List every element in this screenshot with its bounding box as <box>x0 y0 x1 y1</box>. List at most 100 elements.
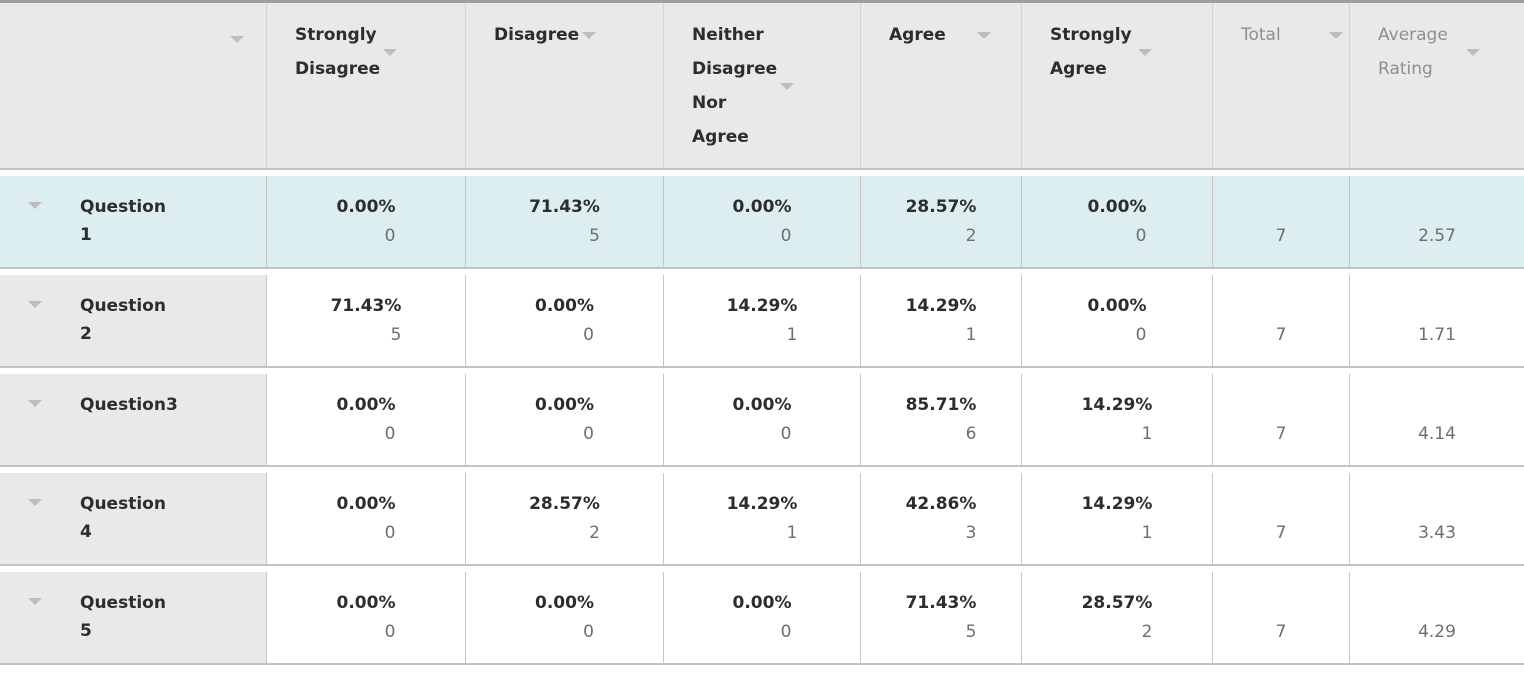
cell-strongly-disagree: 0.00% 0 <box>267 572 466 663</box>
count-value: 1 <box>1141 523 1153 543</box>
average-value: 2.57 <box>1418 226 1456 246</box>
row-expand-icon[interactable] <box>28 598 42 605</box>
cell-agree: 85.71% 6 <box>861 374 1022 465</box>
total-value: 7 <box>1275 622 1287 642</box>
column-header-label: Disagree <box>494 25 580 45</box>
percent-value: 28.57% <box>1081 593 1153 613</box>
cell-total: 7 <box>1213 473 1350 564</box>
column-header-label: Neither Disagree Nor Agree <box>692 25 778 147</box>
table-row: Question 1 0.00% 0 71.43% 5 0.00% 0 28.57% 2… <box>0 176 1524 269</box>
cell-agree: 42.86% 3 <box>861 473 1022 564</box>
cell-average-rating: 2.57 <box>1350 176 1524 267</box>
cell-total: 7 <box>1213 176 1350 267</box>
count-value: 0 <box>384 424 396 444</box>
cell-average-rating: 4.14 <box>1350 374 1524 465</box>
header-cell-strongly-agree: Strongly Agree <box>1022 3 1213 168</box>
row-expand-icon[interactable] <box>28 202 42 209</box>
question-cell: Question 1 <box>0 176 267 267</box>
column-header-label: Total <box>1241 25 1281 45</box>
count-value: 2 <box>965 226 977 246</box>
percent-value: 14.29% <box>1081 395 1153 415</box>
sort-arrow-icon[interactable] <box>780 82 794 90</box>
count-value: 2 <box>589 523 600 543</box>
count-value: 0 <box>1135 226 1147 246</box>
count-value: 1 <box>786 325 798 345</box>
cell-strongly-agree: 28.57% 2 <box>1022 572 1213 663</box>
question-label: Question 2 <box>80 296 166 344</box>
percent-value: 85.71% <box>905 395 977 415</box>
cell-agree: 28.57% 2 <box>861 176 1022 267</box>
average-value: 3.43 <box>1418 523 1456 543</box>
header-cell-agree: Agree <box>861 3 1022 168</box>
count-value: 0 <box>583 424 594 444</box>
cell-strongly-agree: 14.29% 1 <box>1022 374 1213 465</box>
sort-arrow-icon[interactable] <box>1466 48 1480 56</box>
header-cell-questions <box>0 3 267 168</box>
percent-value: 42.86% <box>905 494 977 514</box>
percent-value: 0.00% <box>1087 296 1147 316</box>
percent-value: 0.00% <box>336 395 396 415</box>
table-row: Question3 0.00% 0 0.00% 0 0.00% 0 85.71% 6 1… <box>0 374 1524 467</box>
cell-neither: 0.00% 0 <box>664 176 861 267</box>
count-value: 6 <box>965 424 977 444</box>
sort-arrow-icon[interactable] <box>1138 48 1152 56</box>
cell-average-rating: 3.43 <box>1350 473 1524 564</box>
percent-value: 14.29% <box>726 494 798 514</box>
sort-arrow-icon[interactable] <box>1329 31 1343 39</box>
question-label: Question3 <box>80 395 178 415</box>
header-cell-total: Total <box>1213 3 1350 168</box>
column-header-label: Average Rating <box>1378 25 1448 79</box>
percent-value: 0.00% <box>732 395 792 415</box>
cell-agree: 71.43% 5 <box>861 572 1022 663</box>
percent-value: 0.00% <box>535 296 594 316</box>
header-cell-strongly-disagree: Strongly Disagree <box>267 3 466 168</box>
count-value: 2 <box>1141 622 1153 642</box>
question-label: Question 1 <box>80 197 166 245</box>
cell-average-rating: 1.71 <box>1350 275 1524 366</box>
cell-total: 7 <box>1213 572 1350 663</box>
cell-agree: 14.29% 1 <box>861 275 1022 366</box>
percent-value: 71.43% <box>529 197 600 217</box>
count-value: 0 <box>583 622 594 642</box>
count-value: 0 <box>780 622 792 642</box>
count-value: 0 <box>384 523 396 543</box>
sort-arrow-icon[interactable] <box>383 48 397 56</box>
cell-strongly-disagree: 0.00% 0 <box>267 176 466 267</box>
top-divider <box>0 0 1524 3</box>
cell-disagree: 0.00% 0 <box>466 275 664 366</box>
count-value: 0 <box>780 226 792 246</box>
percent-value: 14.29% <box>1081 494 1153 514</box>
count-value: 0 <box>384 226 396 246</box>
count-value: 0 <box>384 622 396 642</box>
sort-arrow-icon[interactable] <box>977 31 991 39</box>
percent-value: 0.00% <box>535 593 594 613</box>
count-value: 0 <box>780 424 792 444</box>
row-expand-icon[interactable] <box>28 301 42 308</box>
percent-value: 71.43% <box>905 593 977 613</box>
row-expand-icon[interactable] <box>28 499 42 506</box>
table-row: Question 5 0.00% 0 0.00% 0 0.00% 0 71.43% 5 … <box>0 572 1524 665</box>
header-cell-disagree: Disagree <box>466 3 664 168</box>
column-header-label: Strongly Disagree <box>295 25 381 79</box>
count-value: 3 <box>965 523 977 543</box>
sort-arrow-icon[interactable] <box>230 36 244 43</box>
count-value: 1 <box>965 325 977 345</box>
row-expand-icon[interactable] <box>28 400 42 407</box>
average-value: 4.14 <box>1418 424 1456 444</box>
cell-strongly-agree: 14.29% 1 <box>1022 473 1213 564</box>
percent-value: 0.00% <box>732 593 792 613</box>
total-value: 7 <box>1275 424 1287 444</box>
cell-disagree: 0.00% 0 <box>466 572 664 663</box>
table-row: Question 4 0.00% 0 28.57% 2 14.29% 1 42.86%… <box>0 473 1524 566</box>
table-header-row: Strongly Disagree Disagree Neither Disag… <box>0 3 1524 170</box>
cell-neither: 14.29% 1 <box>664 473 861 564</box>
cell-disagree: 71.43% 5 <box>466 176 664 267</box>
cell-disagree: 0.00% 0 <box>466 374 664 465</box>
percent-value: 0.00% <box>535 395 594 415</box>
cell-total: 7 <box>1213 275 1350 366</box>
sort-arrow-icon[interactable] <box>582 31 596 39</box>
cell-strongly-disagree: 71.43% 5 <box>267 275 466 366</box>
count-value: 1 <box>1141 424 1153 444</box>
survey-results-table: Strongly Disagree Disagree Neither Disag… <box>0 3 1524 665</box>
question-cell: Question 2 <box>0 275 267 366</box>
